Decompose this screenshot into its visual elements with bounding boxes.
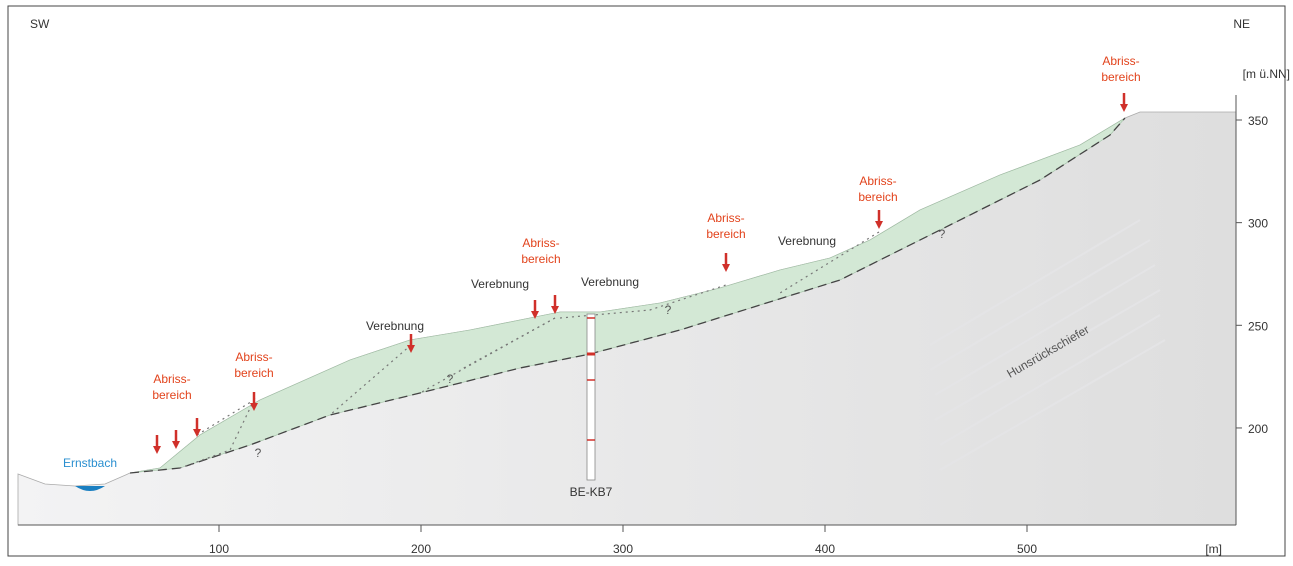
scarp-label: Abriss-: [859, 174, 896, 188]
scarp-label: Abriss-: [1102, 54, 1139, 68]
ne: NE: [1233, 17, 1250, 31]
scarp-label: Abriss-: [522, 236, 559, 250]
sw: SW: [30, 17, 50, 31]
scarp-label: Abriss-: [153, 372, 190, 386]
y-tick-label: 250: [1248, 319, 1268, 333]
unknown: ?: [447, 372, 454, 386]
x-label: [m]: [1205, 542, 1222, 556]
scarp-label: bereich: [234, 366, 273, 380]
unknown: ?: [255, 446, 262, 460]
scarp-label: bereich: [1101, 70, 1140, 84]
x-tick-label: 300: [613, 542, 633, 556]
y-tick-label: 200: [1248, 422, 1268, 436]
terrace-label: Verebnung: [471, 277, 529, 291]
borehole: [587, 314, 595, 480]
terrace-label: Verebnung: [778, 234, 836, 248]
scarp-label: Abriss-: [707, 211, 744, 225]
terrace-label: Verebnung: [581, 275, 639, 289]
x-tick-label: 400: [815, 542, 835, 556]
unknown: ?: [665, 303, 672, 317]
x-tick-label: 500: [1017, 542, 1037, 556]
scarp-label: bereich: [521, 252, 560, 266]
borehole-label: BE-KB7: [570, 485, 613, 499]
cross-section: SW NE [m ü.NN] [m] Ernstbach BE-KB7 Huns…: [0, 0, 1293, 561]
scarp-label: bereich: [858, 190, 897, 204]
scarp-label: bereich: [706, 227, 745, 241]
y-tick-label: 350: [1248, 114, 1268, 128]
y-label: [m ü.NN]: [1243, 67, 1290, 81]
x-tick-label: 100: [209, 542, 229, 556]
scarp-label: bereich: [152, 388, 191, 402]
x-tick-label: 200: [411, 542, 431, 556]
unknown: ?: [939, 227, 946, 241]
terrace-label: Verebnung: [366, 319, 424, 333]
y-tick-label: 300: [1248, 217, 1268, 231]
stream-label: Ernstbach: [63, 456, 117, 470]
scarp-label: Abriss-: [235, 350, 272, 364]
